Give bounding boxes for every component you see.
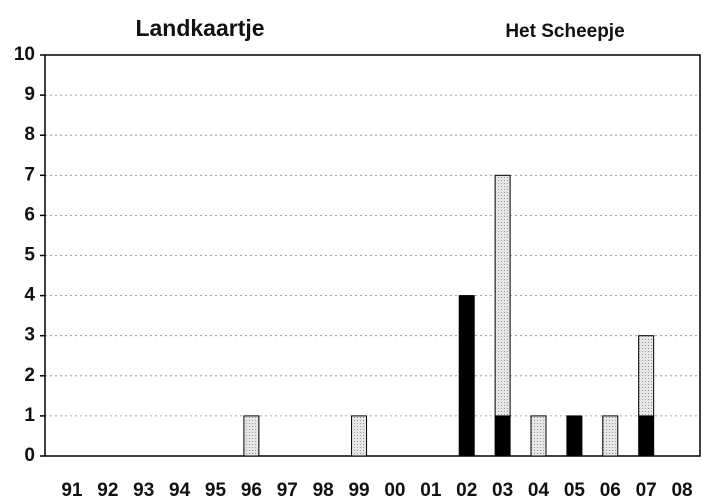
bar-segment (494, 174, 511, 417)
y-tick-label: 7 (24, 164, 35, 185)
x-tick-label: 96 (241, 480, 262, 499)
x-tick-label: 99 (348, 480, 369, 499)
y-tick-label: 6 (24, 204, 35, 225)
bar-segment (494, 415, 511, 457)
x-tick-label: 97 (277, 480, 298, 499)
y-tick-label: 1 (24, 405, 35, 426)
x-tick-label: 91 (61, 480, 83, 499)
y-tick-label: 0 (24, 445, 35, 466)
x-tick-label: 06 (600, 480, 621, 499)
bar-segment (458, 295, 475, 457)
x-tick-label: 01 (420, 480, 442, 499)
y-tick-label: 9 (24, 84, 35, 105)
bar-segment (638, 415, 655, 457)
plot-frame (44, 54, 701, 457)
x-tick-label: 07 (636, 480, 657, 499)
x-tick-label: 93 (133, 480, 154, 499)
y-tick-label: 4 (24, 285, 35, 306)
bar-segment (566, 415, 583, 457)
x-tick-label: 98 (313, 480, 334, 499)
x-tick-label: 02 (456, 480, 477, 499)
y-tick-label: 8 (24, 124, 35, 145)
x-tick-label: 03 (492, 480, 513, 499)
x-tick-label: 92 (97, 480, 118, 499)
series-label: Landkaartje (135, 15, 264, 41)
bar-segment (638, 335, 655, 417)
y-tick-label: 3 (24, 325, 35, 346)
x-tick-label: 94 (169, 480, 191, 499)
bar-segment (602, 415, 619, 457)
bar-segment (243, 415, 260, 457)
y-tick-label: 5 (24, 245, 35, 266)
x-tick-label: 95 (205, 480, 227, 499)
y-tick-label: 2 (24, 365, 35, 386)
series-label: Het Scheepje (505, 21, 624, 42)
bar-segment (530, 415, 547, 457)
bar-segment (351, 415, 368, 457)
y-tick-label: 10 (14, 44, 35, 65)
x-tick-label: 05 (564, 480, 586, 499)
x-tick-label: 08 (671, 480, 692, 499)
x-tick-label: 00 (384, 480, 405, 499)
x-tick-label: 04 (528, 480, 550, 499)
